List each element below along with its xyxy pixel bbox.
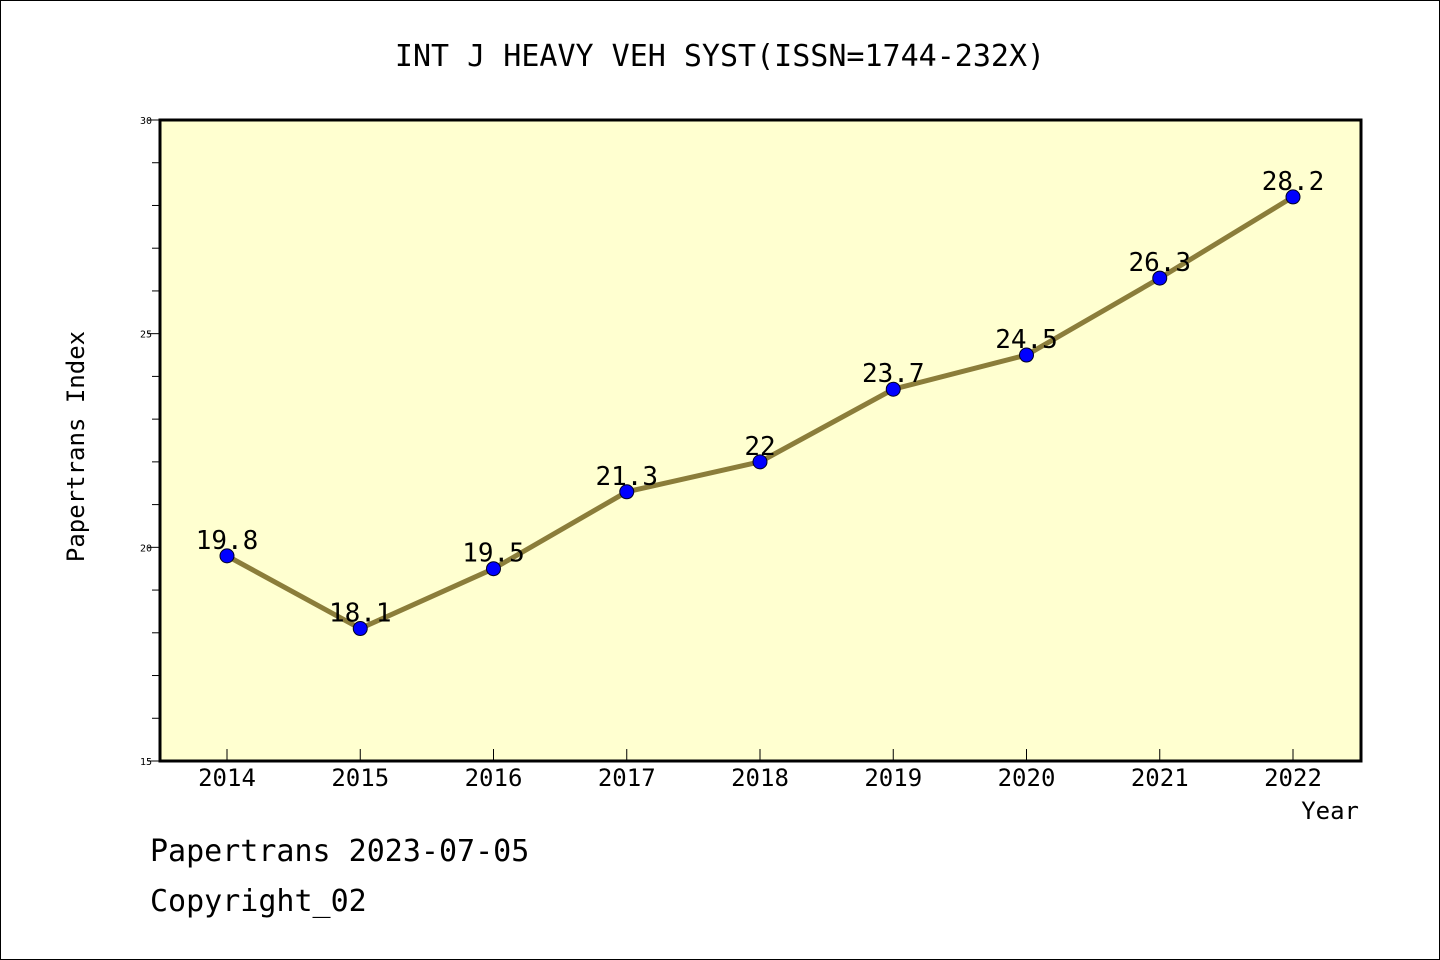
data-label: 22 [744, 432, 775, 462]
y-tick-label: 20 [140, 543, 152, 554]
data-label: 19.8 [196, 526, 259, 556]
data-point [1285, 189, 1301, 205]
data-label: 28.2 [1262, 167, 1325, 197]
plot-border [158, 118, 1363, 763]
data-label: 18.1 [329, 599, 392, 629]
x-tick-label: 2022 [1264, 764, 1322, 792]
data-label: 23.7 [862, 359, 925, 389]
data-labels: 19.8 18.1 19.5 21.3 22 23.7 24.5 26.3 28.2 [196, 167, 1325, 629]
plot-area [160, 120, 1361, 761]
y-tick-label: 15 [140, 757, 152, 768]
chart-title: INT J HEAVY VEH SYST(ISSN=1744-232X) [395, 39, 1045, 74]
x-tick-label: 2021 [1131, 764, 1189, 792]
data-point [1152, 270, 1168, 286]
y-minor-ticks [148, 119, 160, 762]
data-label: 21.3 [595, 462, 658, 492]
y-axis-ticks: 15 20 25 30 [140, 116, 152, 768]
x-tick-label: 2015 [331, 764, 389, 792]
data-point [885, 381, 901, 397]
data-point [1019, 347, 1034, 363]
data-point [219, 548, 235, 564]
x-tick-label: 2019 [864, 764, 922, 792]
x-tick-label: 2017 [598, 764, 656, 792]
y-axis-label: Papertrans Index [62, 331, 90, 562]
footer-source: Papertrans 2023-07-05 [150, 834, 530, 869]
series-markers [219, 189, 1301, 637]
x-tick-label: 2018 [731, 764, 789, 792]
y-tick-label: 30 [140, 116, 152, 127]
footer-copyright: Copyright_02 [150, 884, 367, 919]
y-tick-label: 25 [140, 330, 152, 341]
data-label: 24.5 [995, 325, 1058, 355]
data-label: 26.3 [1128, 248, 1191, 278]
data-point [752, 454, 768, 470]
x-tick-label: 2020 [998, 764, 1056, 792]
data-point [486, 561, 501, 577]
x-axis-label: Year [1301, 797, 1359, 825]
data-point [619, 484, 635, 500]
data-label: 19.5 [462, 539, 525, 569]
data-point [352, 621, 368, 637]
x-tick-label: 2014 [198, 764, 256, 792]
x-tick-label: 2016 [465, 764, 523, 792]
x-axis-ticks: 2014 2015 2016 2017 2018 2019 2020 2021 2022 [198, 749, 1322, 792]
